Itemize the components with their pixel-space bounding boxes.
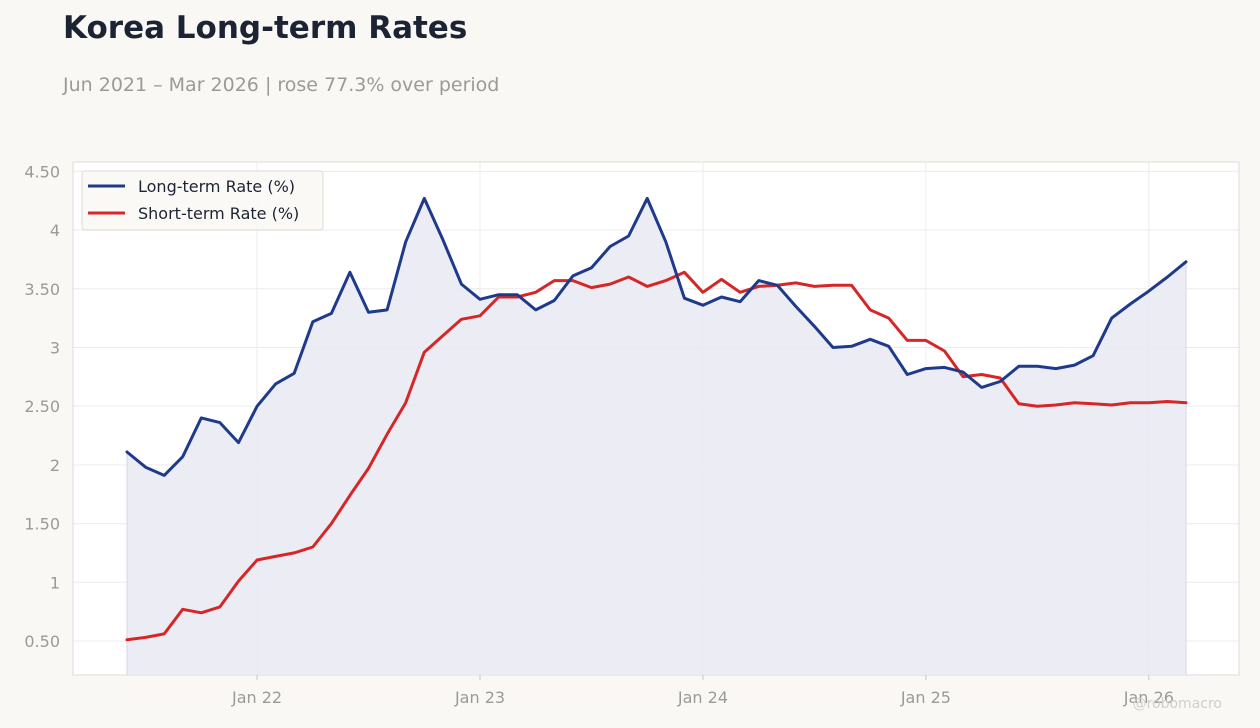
y-tick-label: 0.50 [24,632,60,651]
y-tick-label: 2 [50,456,60,475]
y-tick-label: 1.50 [24,515,60,534]
legend-box [81,170,324,231]
x-tick-label: Jan 22 [231,688,282,707]
y-tick-label: 2.50 [24,397,60,416]
y-tick-label: 4 [50,221,60,240]
long-term-rate-line [125,196,1188,477]
legend: Long-term Rate (%) Short-term Rate (%) [81,170,324,231]
y-tick-label: 3 [50,338,60,357]
series-lines [125,196,1188,642]
area-fill [126,198,1187,675]
x-tick-label: Jan 25 [900,688,951,707]
x-tick-label: Jan 23 [454,688,505,707]
y-axis-ticks: 0.50 1 1.50 2 2.50 3 3.50 4 4.50 [24,162,60,651]
chart-title: Korea Long-term Rates [63,10,468,46]
legend-label-long: Long-term Rate (%) [138,177,295,196]
x-tick-label: Jan 24 [677,688,728,707]
y-tick-label: 4.50 [24,162,60,181]
short-term-rate-line [125,270,1188,642]
y-tick-label: 1 [50,573,60,592]
chart-subtitle: Jun 2021 – Mar 2026 | rose 77.3% over pe… [63,74,500,96]
legend-label-short: Short-term Rate (%) [138,204,299,223]
x-axis-ticks: Jan 22 Jan 23 Jan 24 Jan 25 Jan 26 [231,675,1174,707]
y-tick-label: 3.50 [24,280,60,299]
watermark-credit: @robomacro [1132,696,1222,712]
long-term-area [127,198,1186,675]
x-tick-label: Jan 26 [1123,688,1174,707]
